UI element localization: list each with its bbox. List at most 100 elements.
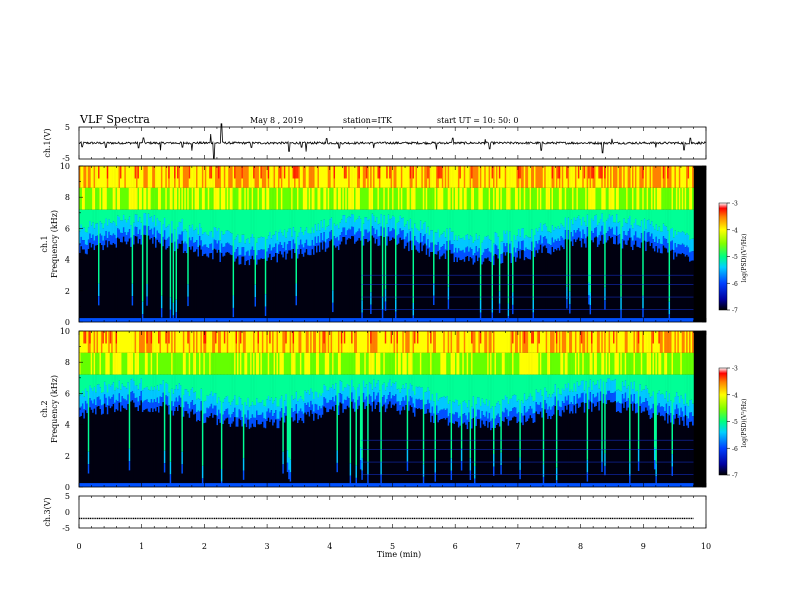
- spectrogram-cell: [585, 247, 587, 322]
- spectrogram-cell: [87, 227, 90, 240]
- spectrogram-cell: [228, 166, 230, 188]
- spectrogram-cell: [289, 209, 292, 229]
- spectrogram-cell: [535, 331, 538, 353]
- spectrogram-cell: [352, 236, 355, 322]
- spectrogram-cell: [295, 187, 298, 210]
- spectrogram-cell: [304, 374, 307, 391]
- spectrogram-cell: [465, 424, 467, 487]
- spectrogram-cell: [335, 405, 337, 487]
- spectrogram-cell: [538, 249, 541, 322]
- spectrogram-cell: [283, 331, 286, 353]
- spectrogram-cell: [112, 382, 115, 395]
- spectrogram-cell: [386, 187, 388, 210]
- spectrogram-cell: [463, 187, 466, 210]
- spectrogram-cell: [577, 209, 580, 216]
- spectrogram-cell: [100, 245, 103, 322]
- spectrogram-cell: [588, 399, 590, 410]
- spectrogram-cell: [555, 241, 558, 251]
- spectrogram-cell: [572, 404, 574, 414]
- spectrogram-cell: [487, 331, 489, 353]
- spectrogram-cell: [231, 245, 233, 256]
- spectrogram-cell: [446, 241, 448, 251]
- spectrogram-cell: [430, 230, 432, 243]
- spectrogram-cell: [100, 374, 103, 393]
- spectrogram-cell: [98, 166, 100, 179]
- spectrogram-cell: [397, 243, 400, 322]
- spectrogram-cell: [393, 216, 396, 230]
- spectrogram-cell: [418, 398, 421, 409]
- spectrogram-cell: [228, 187, 230, 210]
- spectrogram-cell: [397, 388, 400, 402]
- spectrogram-cell: [520, 422, 523, 487]
- spectrogram-cell: [143, 209, 146, 213]
- spectrogram-cell: [528, 166, 530, 188]
- spectrogram-cell: [558, 209, 561, 229]
- spectrogram-cell: [569, 331, 571, 353]
- spectrogram-cell: [457, 257, 460, 322]
- spectrogram-cell: [395, 403, 397, 487]
- spectrogram-cell: [419, 352, 422, 375]
- spectrogram-cell: [472, 264, 475, 322]
- spectrogram-cell: [288, 241, 290, 251]
- spectrogram-cell: [332, 384, 334, 398]
- spectrogram-cell: [100, 187, 103, 210]
- spectrogram-cell: [260, 424, 263, 487]
- spectrogram-cell: [525, 257, 527, 322]
- spectrogram-cell: [147, 411, 150, 487]
- spectrogram-cell: [576, 394, 579, 404]
- spectrogram-cell: [294, 243, 296, 254]
- spectrogram-cell: [443, 244, 446, 254]
- spectrogram-cell: [544, 331, 546, 353]
- spectrogram-cell: [146, 399, 149, 409]
- spectrogram-cell: [292, 421, 295, 487]
- spectrogram-cell: [427, 239, 429, 249]
- spectrogram-cell: [114, 222, 116, 235]
- spectrogram-cell: [286, 244, 289, 254]
- spectrogram-cell: [608, 166, 611, 188]
- spectrogram-cell: [155, 402, 157, 412]
- spectrogram-cell: [447, 403, 450, 417]
- spectrogram-cell: [692, 260, 694, 322]
- spectrogram-cell: [198, 245, 201, 322]
- spectrogram-cell: [441, 233, 444, 247]
- spectrogram-cell: [171, 410, 173, 487]
- spectrogram-cell: [223, 209, 226, 235]
- spectrogram-cell: [656, 243, 659, 253]
- spectrogram-cell: [501, 421, 504, 487]
- spectrogram-cell: [491, 352, 494, 375]
- spectrogram-cell: [381, 166, 384, 188]
- spectrogram-cell: [550, 245, 552, 255]
- spectrogram-cell: [425, 166, 428, 188]
- spectrogram-cell: [412, 331, 415, 353]
- spectrogram-cell: [677, 231, 680, 245]
- spectrogram-cell: [447, 287, 450, 300]
- spectrogram-cell: [498, 166, 501, 179]
- spectrogram-cell: [197, 234, 200, 248]
- spectrogram-cell: [248, 331, 251, 353]
- spectrogram-cell: [346, 405, 349, 487]
- spectrogram-cell: [201, 166, 204, 188]
- spectrogram-cell: [522, 415, 525, 426]
- spectrogram-cell: [336, 450, 339, 463]
- spectrogram-cell: [231, 233, 233, 246]
- spectrogram-cell: [490, 187, 492, 210]
- spectrogram-cell: [118, 187, 121, 210]
- spectrogram-cell: [147, 389, 150, 403]
- ch1-ytick-bottom: -5: [62, 154, 70, 163]
- spectrogram-cell: [119, 402, 122, 412]
- spectrogram-cell: [618, 166, 621, 188]
- spectrogram-cell: [523, 374, 526, 394]
- spectrogram-cell: [545, 391, 548, 404]
- spectrogram-cell: [484, 426, 487, 487]
- spectrogram-cell: [589, 352, 592, 375]
- spectrogram-cell: [84, 374, 87, 389]
- spectrogram-cell: [567, 239, 570, 322]
- spectrogram-cell: [289, 331, 292, 353]
- spectrogram-cell: [529, 331, 532, 353]
- spectrogram-cell: [362, 374, 365, 381]
- spectrogram-cell: [219, 262, 222, 322]
- spectrogram-cell: [454, 247, 457, 258]
- spectrogram-cell: [172, 166, 175, 188]
- spectrogram-cell: [302, 187, 305, 210]
- spectrogram-cell: [283, 251, 286, 322]
